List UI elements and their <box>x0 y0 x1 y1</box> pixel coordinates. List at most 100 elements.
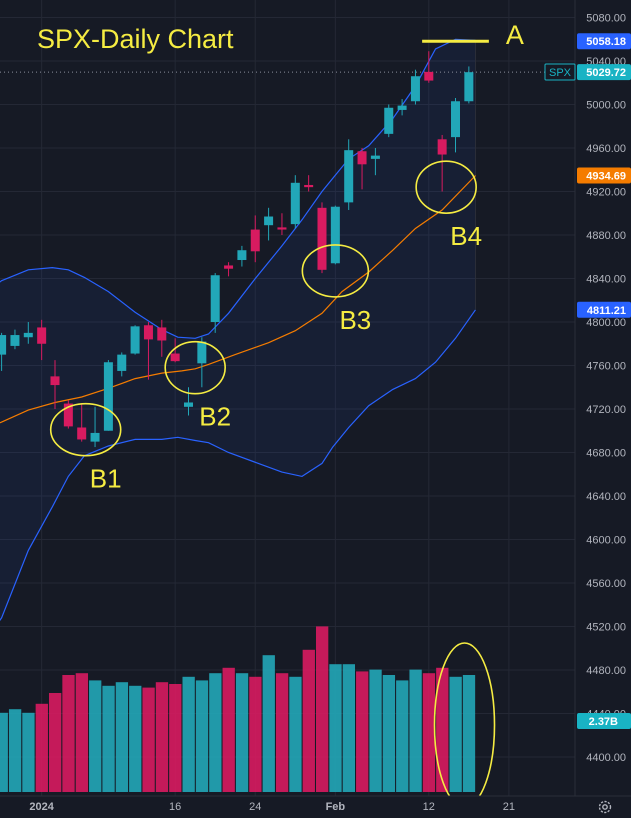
candle-body <box>0 335 7 355</box>
volume-bar <box>62 675 75 792</box>
candle-body <box>224 265 234 269</box>
price-tick-label: 4840.00 <box>586 274 626 286</box>
volume-bar <box>89 680 102 792</box>
volume-bar <box>342 664 355 792</box>
price-tick-label: 4880.00 <box>586 230 626 242</box>
volume-bar <box>115 682 129 792</box>
candlesticks <box>0 51 474 448</box>
volume-label-bg <box>577 713 631 729</box>
candle-body <box>264 216 274 226</box>
volume-bar <box>22 712 35 792</box>
volume-bar <box>316 626 329 792</box>
volume-bar <box>409 669 422 792</box>
candle-body <box>277 227 287 230</box>
annotation-label: B3 <box>339 305 371 335</box>
volume-bar <box>235 673 249 792</box>
time-tick-label: Feb <box>326 801 346 813</box>
volume-bar <box>382 675 396 792</box>
annotation-a-label: A <box>506 20 524 50</box>
price-tick-label: 4560.00 <box>586 578 626 590</box>
price-tick-label: 4960.00 <box>586 143 626 155</box>
moving-average <box>0 175 476 424</box>
bollinger-bands <box>0 38 477 622</box>
volume-label: 2.37B <box>589 716 618 728</box>
volume-bar <box>422 673 436 792</box>
chart-title: SPX-Daily Chart <box>37 24 234 54</box>
candle-body <box>197 341 207 364</box>
price-tick-label: 4720.00 <box>586 404 626 416</box>
volume-bar <box>449 676 462 792</box>
bollinger-band-fill <box>0 39 476 621</box>
time-axis[interactable]: 2024 16 24 Feb 12 21 <box>29 801 515 813</box>
candle-body <box>397 105 407 110</box>
volume-bar <box>129 685 142 792</box>
symbol-tag <box>544 63 576 81</box>
price-tick-label: 4640.00 <box>586 491 626 503</box>
candle-body <box>103 362 113 431</box>
volume-bar <box>329 664 342 792</box>
volume-bar <box>462 675 476 792</box>
candle-body <box>330 206 340 264</box>
volume-bar <box>262 655 275 792</box>
volume-bar <box>289 676 302 792</box>
candle-body <box>130 326 140 354</box>
time-axis-panel <box>0 796 631 818</box>
time-tick-label: 16 <box>169 801 181 813</box>
candle-body <box>250 229 260 252</box>
candle-body <box>384 107 394 134</box>
time-tick-label: 21 <box>503 801 515 813</box>
candle-body <box>184 402 193 407</box>
volume-bar <box>182 676 195 792</box>
candle-body <box>344 150 354 203</box>
price-tick-label: 5080.00 <box>586 13 626 25</box>
candle-body <box>437 139 447 155</box>
volume-bar <box>35 703 48 792</box>
volume-bar <box>209 673 222 792</box>
volume-bar <box>169 684 182 792</box>
annotation-label: B1 <box>90 464 122 494</box>
symbol-ticker: SPX <box>549 67 572 79</box>
candle-body <box>210 275 220 322</box>
price-tick-label: 4480.00 <box>586 665 626 677</box>
price-tick-label: 4760.00 <box>586 361 626 373</box>
lower-band-line <box>0 309 476 622</box>
price-label-ma: 4934.69 <box>586 171 626 183</box>
candle-body <box>451 101 460 138</box>
annotations: A B1 B2 B3 B4 <box>49 20 524 808</box>
volume-bar <box>142 687 155 792</box>
volume-bar <box>0 712 8 792</box>
annotation-ellipse <box>415 160 477 214</box>
volume-bar <box>249 676 262 792</box>
annotation-ellipse <box>301 244 370 298</box>
volume-bar <box>222 667 235 792</box>
price-axis-panel <box>575 0 631 818</box>
candle-body <box>10 335 20 346</box>
candle-body <box>117 354 127 371</box>
price-label-ma-bg <box>577 167 631 184</box>
price-label-lower-band: 4811.21 <box>587 305 626 317</box>
candle-body <box>63 403 73 427</box>
volume-bar <box>8 709 22 792</box>
ma-line <box>0 175 476 424</box>
gear-icon[interactable] <box>597 799 613 815</box>
candle-body <box>90 432 100 442</box>
volume-bar <box>275 673 289 792</box>
price-axis[interactable]: 5080.005040.005000.004960.004920.004880.… <box>586 13 626 765</box>
candle-body <box>170 353 180 362</box>
volume-bar <box>155 682 169 792</box>
band-area <box>0 39 476 621</box>
volume-bar <box>102 685 115 792</box>
price-label-a-level: 5058.18 <box>586 36 626 48</box>
price-label-last: 5029.72 <box>586 67 626 79</box>
price-tick-label: 4920.00 <box>586 187 626 199</box>
candle-body <box>304 184 314 188</box>
candle-body <box>50 376 60 386</box>
time-tick-label: 12 <box>423 801 435 813</box>
volume-bar <box>356 671 369 792</box>
candle-body <box>37 327 47 344</box>
price-label-a-level-bg <box>577 33 631 50</box>
volume-bar <box>396 680 409 792</box>
candle-body <box>370 155 380 159</box>
annotation-ellipse <box>164 340 226 395</box>
